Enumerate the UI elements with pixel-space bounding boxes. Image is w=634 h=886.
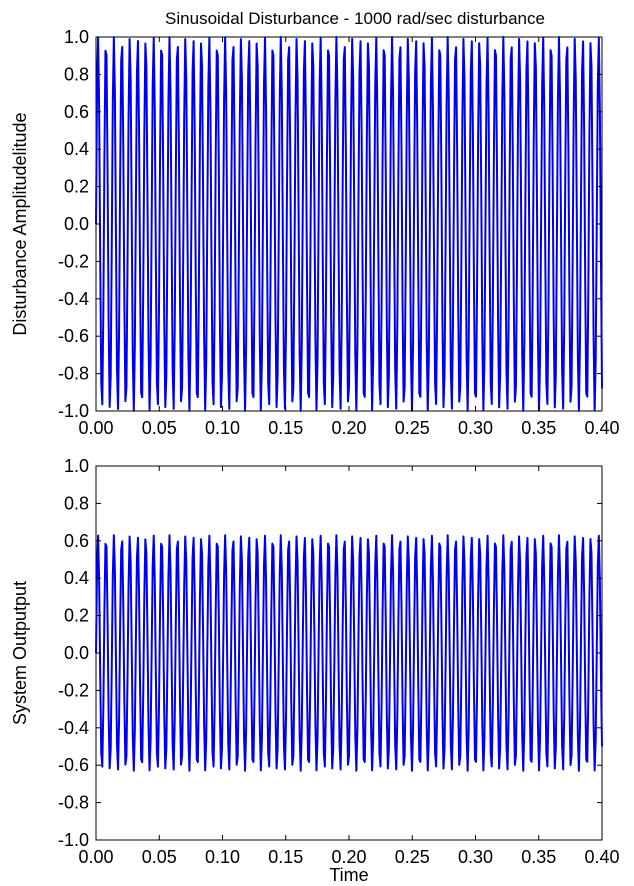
system-output-chart: 1.0 0.8 0.6 0.4 0.2 0.0 -0.2 -0.4 -0.6 -0.8 -1.0 0… (10, 456, 620, 885)
y-tick-label: 1.0 (64, 27, 89, 47)
x-tick-label: 0.05 (142, 847, 177, 867)
y-tick-label: 1.0 (64, 456, 89, 476)
x-tick-label: 0.30 (458, 418, 493, 438)
y-axis-ticks: 1.0 0.8 0.6 0.4 0.2 0.0 -0.2 -0.4 -0.6 -0.8 -1.0 (58, 27, 602, 421)
x-tick-label: 0.00 (78, 418, 113, 438)
y-tick-label: -1.0 (58, 830, 89, 850)
series-group (95, 534, 603, 772)
y-tick-label: 0.6 (64, 531, 89, 551)
x-tick-label: 0.10 (205, 847, 240, 867)
x-tick-label: 0.15 (268, 418, 303, 438)
x-tick-label: 0.10 (205, 418, 240, 438)
y-tick-label: 0.8 (64, 64, 89, 84)
y-axis-ticks: 1.0 0.8 0.6 0.4 0.2 0.0 -0.2 -0.4 -0.6 -0.8 -1.0 (58, 456, 602, 850)
x-tick-label: 0.35 (521, 847, 556, 867)
x-tick-label: 0.20 (331, 418, 366, 438)
y-tick-label: 0.2 (64, 177, 89, 197)
y-tick-label: -1.0 (58, 401, 89, 421)
y-tick-label: -0.4 (58, 718, 89, 738)
x-tick-label: 0.35 (521, 418, 556, 438)
series-group (95, 36, 603, 412)
x-tick-label: 0.25 (395, 847, 430, 867)
y-tick-label: -0.2 (58, 680, 89, 700)
y-tick-label: -0.6 (58, 326, 89, 346)
x-axis-ticks: 0.00 0.05 0.10 0.15 0.20 0.25 0.30 0.35 0.40 (78, 37, 620, 438)
y-tick-label: 0.4 (64, 568, 89, 588)
y-tick-label: 0.0 (64, 214, 89, 234)
y-tick-label: -0.8 (58, 364, 89, 384)
x-axis-ticks: 0.00 0.05 0.10 0.15 0.20 0.25 0.30 0.35 0.40 (78, 466, 620, 867)
x-tick-label: 0.00 (78, 847, 113, 867)
x-tick-label: 0.40 (584, 847, 619, 867)
y-tick-label: 0.8 (64, 493, 89, 513)
chart-title: Sinusoidal Disturbance - 1000 rad/sec di… (165, 9, 545, 28)
y-tick-label: 0.2 (64, 606, 89, 626)
disturbance-chart: Sinusoidal Disturbance - 1000 rad/sec di… (10, 9, 620, 438)
x-tick-label: 0.25 (395, 418, 430, 438)
y-tick-label: -0.4 (58, 289, 89, 309)
y-tick-label: 0.6 (64, 102, 89, 122)
x-tick-label: 0.15 (268, 847, 303, 867)
x-tick-label: 0.40 (584, 418, 619, 438)
y-tick-label: 0.0 (64, 643, 89, 663)
y-axis-label: Disturbance Amplitudelitude (10, 112, 30, 335)
x-tick-label: 0.30 (458, 847, 493, 867)
series-line-0 (95, 36, 603, 412)
y-tick-label: -0.8 (58, 793, 89, 813)
x-tick-label: 0.05 (142, 418, 177, 438)
series-line-0 (95, 534, 603, 772)
y-tick-label: 0.4 (64, 139, 89, 159)
y-tick-label: -0.6 (58, 755, 89, 775)
y-axis-label: System Outputput (10, 581, 30, 725)
x-tick-label: 0.20 (331, 847, 366, 867)
x-axis-label: Time (329, 865, 368, 885)
y-tick-label: -0.2 (58, 251, 89, 271)
